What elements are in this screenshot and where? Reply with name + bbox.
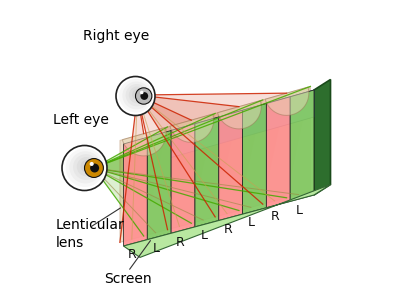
Polygon shape [265,87,309,116]
Circle shape [140,91,144,94]
Text: Lenticular
lens: Lenticular lens [56,218,125,250]
Circle shape [126,84,148,106]
Circle shape [90,162,94,166]
Text: L: L [153,242,160,255]
Polygon shape [120,86,310,242]
Polygon shape [94,100,263,211]
Text: Right eye: Right eye [83,29,149,43]
Polygon shape [242,103,266,214]
Text: L: L [296,204,302,217]
Polygon shape [266,97,290,208]
Polygon shape [147,130,171,240]
Text: Screen: Screen [104,272,152,286]
Polygon shape [171,117,219,158]
Circle shape [129,86,146,103]
Circle shape [69,151,102,183]
Polygon shape [124,137,147,246]
Text: L: L [200,229,207,242]
Polygon shape [171,124,195,233]
Polygon shape [218,100,261,129]
Polygon shape [94,86,310,198]
Text: L: L [248,216,255,230]
Polygon shape [266,90,314,130]
Text: R: R [223,223,232,236]
Circle shape [90,164,99,172]
Circle shape [66,148,104,187]
Text: R: R [271,210,280,223]
Polygon shape [124,184,330,257]
Polygon shape [219,110,242,220]
Circle shape [73,154,99,180]
Text: Left eye: Left eye [53,113,109,127]
Circle shape [84,158,103,177]
Circle shape [132,89,143,100]
Polygon shape [314,80,330,195]
Circle shape [135,92,141,97]
Circle shape [136,88,152,104]
Circle shape [84,163,91,169]
Polygon shape [122,128,166,156]
Polygon shape [94,113,215,223]
Circle shape [80,160,93,173]
Polygon shape [195,117,219,227]
Circle shape [122,82,150,110]
Circle shape [77,157,96,176]
Polygon shape [138,93,286,204]
Circle shape [140,92,148,100]
Text: R: R [128,248,137,261]
Polygon shape [290,90,314,201]
Text: R: R [176,236,184,249]
Polygon shape [170,114,214,142]
Polygon shape [120,95,144,242]
Circle shape [62,146,107,190]
Polygon shape [219,103,266,144]
Polygon shape [138,95,239,217]
Circle shape [116,76,155,116]
Polygon shape [138,95,191,230]
Circle shape [119,79,153,112]
Polygon shape [94,127,168,236]
